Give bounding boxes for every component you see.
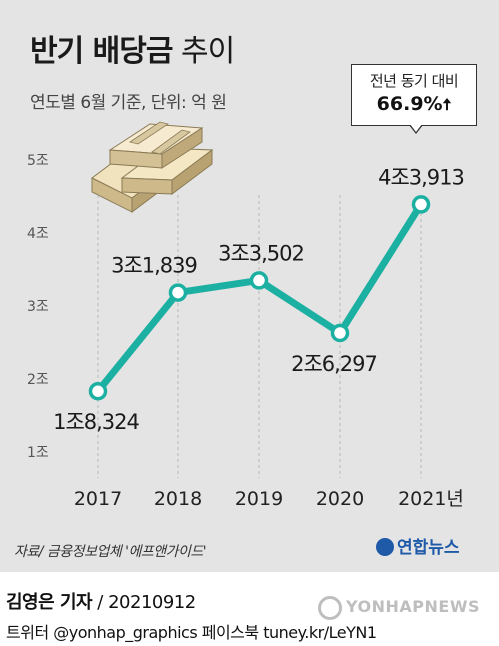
social-links: 트위터 @yonhap_graphics 페이스북 tuney.kr/LeYN1 xyxy=(6,623,377,642)
chart-title: 반기 배당금 추이 xyxy=(30,26,235,70)
x-tick-label: 2017 xyxy=(74,488,122,510)
publish-date: / 20210912 xyxy=(92,592,196,613)
y-tick-label: 4조 xyxy=(27,226,49,242)
yonhap-watermark: YONHAPNEWS xyxy=(318,596,480,620)
x-tick-label: 2018 xyxy=(154,488,202,510)
money-stack-icon xyxy=(91,121,214,213)
reporter-name: 김영은 기자 xyxy=(6,592,93,613)
data-label: 3조3,502 xyxy=(218,241,304,265)
data-label: 3조1,839 xyxy=(111,254,197,278)
x-tick-label: 2020 xyxy=(316,488,364,510)
data-label: 4조3,913 xyxy=(378,165,464,189)
yonhap-logo: 연합뉴스 xyxy=(376,533,460,558)
x-tick-label: 2021년 xyxy=(398,488,464,510)
data-point xyxy=(249,271,269,290)
y-tick-label: 2조 xyxy=(27,372,49,388)
callout-tail-inner xyxy=(410,124,422,132)
data-point xyxy=(88,381,108,401)
reporter-credit: 김영은 기자 / 20210912 xyxy=(6,588,196,614)
watermark-text: YONHAPNEWS xyxy=(346,597,480,616)
source-note: 자료/ 금융정보업체 '에프앤가이드' xyxy=(14,544,207,560)
line-chart: 1조 2조 3조 4조 5조 1조8,324 3조1,839 3조3,502 2조6,297 4… xyxy=(27,121,465,510)
watermark-logo-icon xyxy=(318,596,342,620)
title-light: 추이 xyxy=(181,34,235,69)
chart-subtitle: 연도별 6월 기준, 단위: 억 원 xyxy=(30,93,227,113)
data-point xyxy=(330,323,350,343)
callout-value-row: 66.9%🠅 xyxy=(352,93,476,121)
data-point xyxy=(411,195,431,214)
callout-label: 전년 동기 대비 xyxy=(369,72,459,90)
y-tick-label: 1조 xyxy=(27,445,49,461)
y-tick-label: 3조 xyxy=(27,299,49,315)
up-arrow-icon: 🠅 xyxy=(442,95,452,114)
yonhap-logo-icon xyxy=(376,538,394,556)
yoy-callout: 전년 동기 대비 66.9%🠅 xyxy=(351,64,477,126)
data-label: 1조8,324 xyxy=(53,410,139,434)
callout-value: 66.9% xyxy=(376,93,443,115)
title-bold: 반기 배당금 xyxy=(30,34,173,69)
logo-text: 연합뉴스 xyxy=(397,538,460,558)
data-point xyxy=(168,283,188,302)
y-tick-label: 5조 xyxy=(27,153,49,169)
x-tick-label: 2019 xyxy=(235,488,283,510)
data-label: 2조6,297 xyxy=(291,352,377,376)
